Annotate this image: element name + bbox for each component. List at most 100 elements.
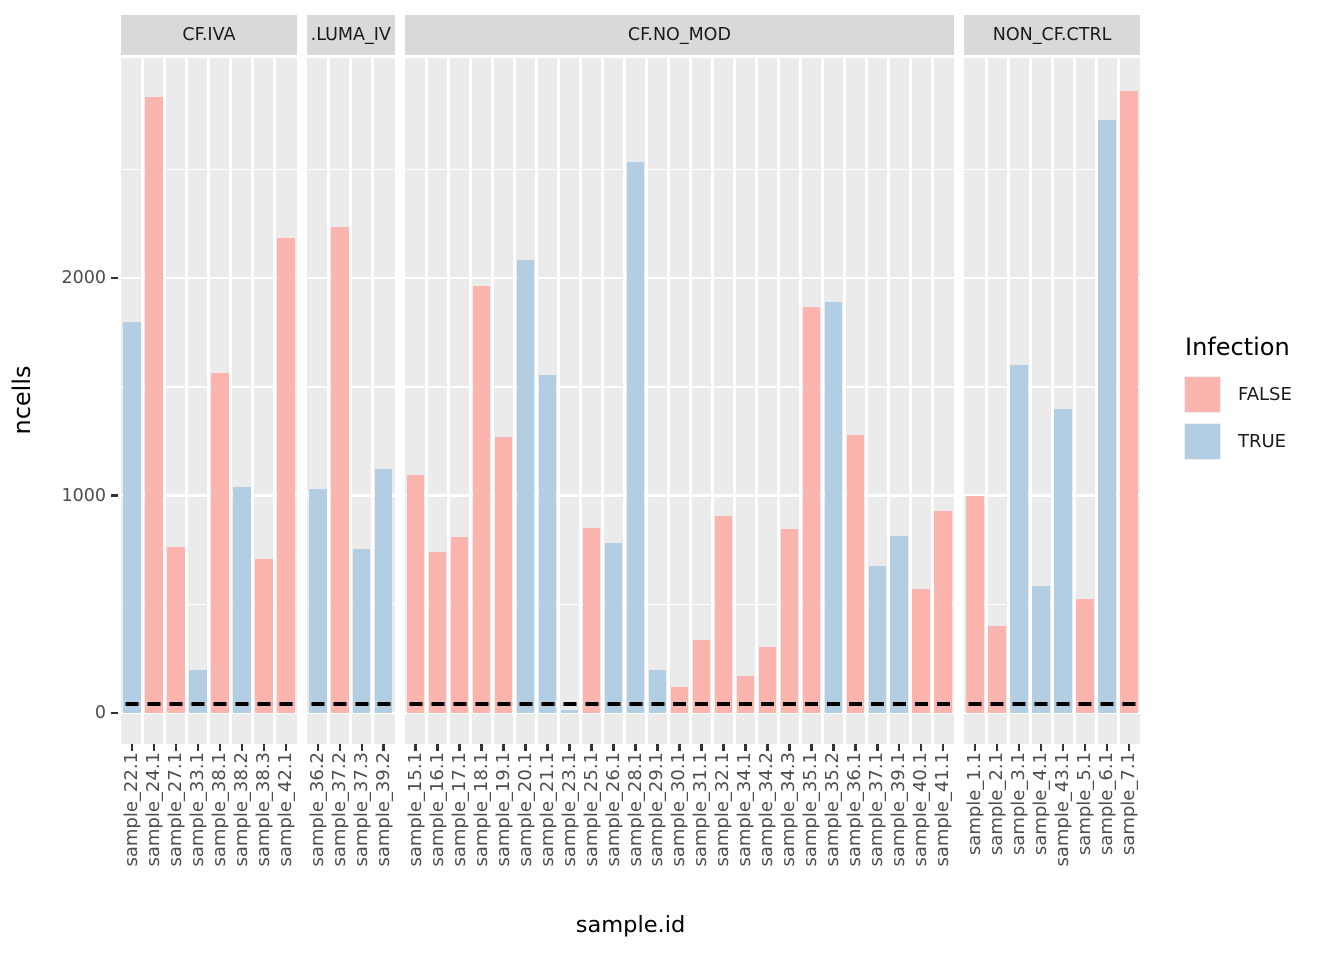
bar-sample_35.2 bbox=[824, 301, 842, 713]
facet-strip-label: CF.NO_MOD bbox=[627, 25, 731, 45]
x-tick-label: sample_41.1 bbox=[932, 752, 954, 867]
x-tick-label: sample_17.1 bbox=[448, 752, 470, 867]
panel-column-separator bbox=[425, 58, 429, 744]
bar-sample_1.1 bbox=[966, 495, 984, 713]
panel-column-separator bbox=[776, 58, 780, 744]
bar-sample_34.3 bbox=[780, 529, 799, 713]
bar-sample_37.2 bbox=[331, 226, 349, 713]
x-tick-mark bbox=[1105, 744, 1109, 751]
x-tick-mark bbox=[414, 744, 417, 751]
panel-column-separator bbox=[1116, 58, 1120, 744]
legend-keys: FALSE TRUE bbox=[1184, 376, 1292, 460]
bar-sample_20.1 bbox=[516, 259, 535, 713]
panel-column-separator bbox=[469, 58, 473, 744]
x-tick-label: sample_1.1 bbox=[964, 752, 986, 856]
panel-column-separator bbox=[207, 58, 211, 744]
bar-sample_37.3 bbox=[353, 548, 371, 713]
panel-column-separator bbox=[688, 58, 692, 744]
bar-sample_33.1 bbox=[189, 669, 207, 713]
gridline-major bbox=[404, 711, 955, 715]
y-tick-label: 0 bbox=[94, 703, 106, 723]
x-tick-mark bbox=[316, 744, 320, 751]
panel-column-separator bbox=[273, 58, 277, 744]
x-tick-mark bbox=[152, 744, 156, 751]
bar-sample_6.1 bbox=[1098, 120, 1116, 713]
x-tick-mark bbox=[382, 744, 385, 751]
bar-sample_38.1 bbox=[211, 372, 229, 713]
x-tick-label: sample_38.3 bbox=[252, 752, 274, 867]
panel-column-separator bbox=[732, 58, 736, 744]
bar-sample_15.1 bbox=[406, 474, 425, 713]
bar-sample_24.1 bbox=[145, 97, 163, 713]
panel-column-separator bbox=[666, 58, 670, 744]
gridline-minor bbox=[306, 386, 395, 388]
panel-column-separator bbox=[185, 58, 189, 744]
x-tick-mark bbox=[480, 744, 483, 751]
x-tick-label: sample_34.3 bbox=[778, 752, 800, 867]
x-tick-mark bbox=[360, 744, 364, 751]
legend-key: TRUE bbox=[1184, 423, 1292, 460]
x-tick-mark bbox=[788, 744, 791, 751]
panel-column-separator bbox=[557, 58, 561, 744]
x-tick-label: sample_39.2 bbox=[372, 752, 394, 867]
gridline-major bbox=[964, 276, 1140, 280]
panel-column-separator bbox=[229, 58, 233, 744]
panel-column-separator bbox=[622, 58, 626, 744]
panel-column-separator bbox=[754, 58, 758, 744]
panel-column-separator bbox=[579, 58, 583, 744]
panel-column-separator bbox=[710, 58, 714, 744]
y-tick-mark bbox=[111, 494, 118, 497]
threshold-dashed-line bbox=[404, 702, 955, 707]
x-tick-label: sample_35.2 bbox=[822, 752, 844, 867]
panel-column-separator bbox=[141, 58, 145, 744]
x-tick-mark bbox=[612, 744, 615, 751]
x-tick-mark bbox=[995, 744, 999, 751]
x-tick-label: sample_37.1 bbox=[866, 752, 888, 867]
x-tick-mark bbox=[744, 744, 747, 751]
gridline-major bbox=[404, 276, 955, 280]
x-tick-label: sample_34.1 bbox=[734, 752, 756, 867]
x-tick-label: sample_25.1 bbox=[580, 752, 602, 867]
x-tick-label: sample_37.3 bbox=[350, 752, 372, 867]
x-tick-label: sample_32.1 bbox=[712, 752, 734, 867]
x-tick-mark bbox=[700, 744, 703, 751]
gridline-minor bbox=[964, 168, 1140, 170]
x-tick-label: sample_22.1 bbox=[120, 752, 142, 867]
panel-column-separator bbox=[491, 58, 495, 744]
facet-strip: NON_CF.CTRL bbox=[964, 15, 1140, 55]
x-tick-label: sample_38.1 bbox=[208, 752, 230, 867]
x-tick-label: sample_35.1 bbox=[800, 752, 822, 867]
gridline-major bbox=[306, 276, 395, 280]
legend-swatch-true bbox=[1184, 423, 1221, 460]
gridline-major bbox=[964, 494, 1140, 497]
facet-panel bbox=[964, 58, 1140, 744]
bar-sample_29.1 bbox=[648, 669, 667, 713]
x-tick-label: sample_15.1 bbox=[404, 752, 426, 867]
facet-strip-label: .LUMA_IV bbox=[310, 25, 391, 45]
x-tick-mark bbox=[678, 744, 681, 751]
bar-sample_28.1 bbox=[626, 161, 645, 713]
bar-sample_35.1 bbox=[802, 307, 821, 713]
x-tick-mark bbox=[338, 744, 342, 751]
x-tick-mark bbox=[656, 744, 659, 751]
x-tick-label: sample_34.2 bbox=[756, 752, 778, 867]
facet-strip-label: NON_CF.CTRL bbox=[992, 25, 1112, 45]
gridline-major bbox=[121, 711, 297, 715]
bar-sample_38.3 bbox=[255, 558, 273, 713]
x-tick-label: sample_3.1 bbox=[1008, 752, 1030, 856]
facet-strip-label: CF.IVA bbox=[182, 25, 236, 45]
x-tick-label: sample_7.1 bbox=[1118, 752, 1139, 856]
bar-sample_37.1 bbox=[868, 566, 886, 713]
x-tick-label: sample_31.1 bbox=[690, 752, 712, 867]
x-tick-label: sample_19.1 bbox=[492, 752, 514, 867]
gridline-minor bbox=[404, 603, 955, 605]
bar-sample_5.1 bbox=[1076, 598, 1094, 713]
x-tick-mark bbox=[218, 744, 222, 751]
bar-sample_27.1 bbox=[167, 546, 185, 713]
gridline-minor bbox=[121, 168, 297, 170]
gridline-minor bbox=[404, 386, 955, 388]
y-tick-mark bbox=[111, 276, 118, 280]
bar-sample_4.1 bbox=[1032, 585, 1050, 713]
x-tick-label: sample_5.1 bbox=[1074, 752, 1096, 856]
